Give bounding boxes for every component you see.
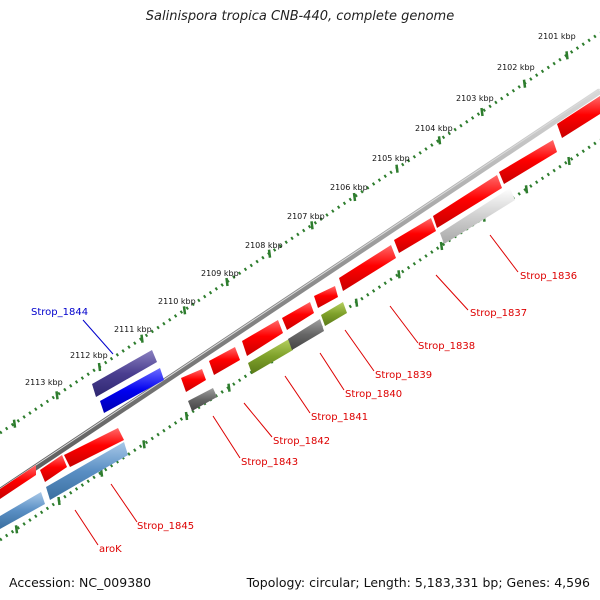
gene-arrow[interactable] [64,428,124,467]
inner-tick [14,525,19,534]
outer-ruler [0,31,600,435]
ruler-tick [480,107,484,117]
map-title: Salinispora tropica CNB-440, complete ge… [145,9,455,24]
gene-arrow[interactable] [433,175,502,228]
inner-tick [142,440,146,449]
accession-text: Accession: NC_009380 [9,575,152,590]
inner-tick [439,241,444,251]
ruler-label: 2110 kbp [158,297,196,306]
gene-arrow[interactable] [339,245,396,291]
gene-arrow[interactable] [242,320,283,356]
ruler-tick [310,221,314,230]
inner-tick [397,270,401,279]
ruler-label: 2104 kbp [415,124,453,133]
ruler-label: 2108 kbp [245,241,283,250]
gene-arrow[interactable] [92,350,157,397]
gene-arrow[interactable] [288,319,324,350]
ruler-label: 2113 kbp [25,378,63,387]
gene-label[interactable]: Strop_1839 [375,370,432,381]
gene-label[interactable]: Strop_1837 [470,308,527,319]
gene-arrow[interactable] [440,188,515,244]
gene-arrow[interactable] [181,369,206,392]
gene-label[interactable]: Strop_1838 [418,341,475,352]
gene-arrow[interactable] [0,465,36,499]
ruler-tick [352,192,357,202]
ruler-label: 2102 kbp [497,63,535,72]
ruler-label: 2103 kbp [456,94,494,103]
ruler-tick [395,164,399,173]
inner-tick [524,185,529,194]
inner-tick [227,383,231,392]
ruler-labels: 2101 kbp 2102 kbp 2103 kbp 2104 kbp 2105 kbp… [25,32,576,387]
gene-arrow[interactable] [40,455,67,482]
ruler-ticks [12,51,569,428]
gene-label[interactable]: Strop_1843 [241,457,298,468]
callout-lines [74,234,519,546]
gene-label[interactable]: Strop_1844 [31,307,88,318]
ruler-tick [565,51,569,60]
ruler-tick [140,334,144,343]
gene-arrow[interactable] [0,492,45,529]
gene-arrow[interactable] [314,286,338,308]
gene-labels: Strop_1836 Strop_1837 Strop_1838 Strop_1839… [31,271,577,555]
reverse-strand-genes [0,188,515,529]
gene-arrow[interactable] [394,218,436,253]
ruler-label: 2106 kbp [330,183,368,192]
gene-label[interactable]: Strop_1836 [520,271,577,282]
ruler-tick [12,419,17,428]
gene-arrow[interactable] [499,140,557,184]
gene-arrow[interactable] [209,347,240,375]
ruler-label: 2112 kbp [70,351,108,360]
gene-arrow[interactable] [46,442,128,500]
gene-label[interactable]: Strop_1842 [273,436,330,447]
gene-arrow[interactable] [282,302,314,330]
ruler-tick [182,306,187,315]
genome-summary-text: Topology: circular; Length: 5,183,331 bp… [246,575,590,590]
genome-backbone [0,88,600,494]
forward-strand-genes [0,96,600,499]
ruler-tick [267,249,272,258]
ruler-label: 2111 kbp [114,325,152,334]
ruler-label: 2101 kbp [538,32,576,41]
ruler-tick [522,79,527,88]
gene-arrow[interactable] [188,388,217,411]
inner-ruler [0,138,600,542]
ruler-label: 2105 kbp [372,154,410,163]
ruler-tick [225,277,229,287]
gene-label[interactable]: Strop_1841 [311,412,368,423]
gene-label[interactable]: Strop_1840 [345,389,402,400]
ruler-label: 2109 kbp [201,269,239,278]
gene-label[interactable]: Strop_1845 [137,521,194,532]
ruler-tick [55,391,59,400]
gene-arrow[interactable] [321,302,347,326]
ruler-label: 2107 kbp [287,212,325,221]
gene-arrow[interactable] [248,339,293,374]
inner-tick [354,298,359,307]
inner-tick [57,496,61,506]
gene-arrow[interactable] [100,368,164,413]
inner-tick [184,411,189,421]
ruler-tick [437,136,442,145]
gene-arrow[interactable] [557,96,600,138]
ruler-tick [97,362,102,372]
inner-tick [567,156,571,166]
gene-label[interactable]: aroK [99,544,122,555]
